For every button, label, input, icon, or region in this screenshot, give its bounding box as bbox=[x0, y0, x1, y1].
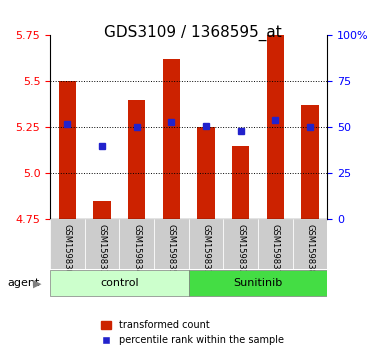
Bar bbox=[85, 219, 119, 269]
Text: GSM159834: GSM159834 bbox=[132, 224, 141, 275]
Text: GSM159835: GSM159835 bbox=[167, 224, 176, 275]
Bar bbox=[266, 35, 284, 219]
Bar bbox=[50, 219, 85, 269]
Bar bbox=[197, 127, 215, 219]
Text: GDS3109 / 1368595_at: GDS3109 / 1368595_at bbox=[104, 25, 281, 41]
Bar bbox=[258, 219, 293, 269]
Bar bbox=[119, 219, 154, 269]
Text: agent: agent bbox=[8, 278, 40, 288]
Bar bbox=[154, 219, 189, 269]
Bar bbox=[59, 81, 76, 219]
Bar bbox=[93, 201, 111, 219]
Text: GSM159837: GSM159837 bbox=[271, 224, 280, 275]
FancyBboxPatch shape bbox=[189, 270, 327, 296]
Text: GSM159838: GSM159838 bbox=[305, 224, 315, 275]
Bar bbox=[232, 146, 249, 219]
Text: GSM159831: GSM159831 bbox=[201, 224, 211, 275]
Bar bbox=[223, 219, 258, 269]
Text: Sunitinib: Sunitinib bbox=[233, 278, 283, 288]
FancyBboxPatch shape bbox=[50, 270, 189, 296]
Legend: transformed count, percentile rank within the sample: transformed count, percentile rank withi… bbox=[101, 320, 284, 345]
Bar bbox=[293, 219, 327, 269]
Text: GSM159832: GSM159832 bbox=[236, 224, 245, 275]
Text: GSM159830: GSM159830 bbox=[63, 224, 72, 275]
Text: control: control bbox=[100, 278, 139, 288]
Bar bbox=[301, 105, 318, 219]
Text: ▶: ▶ bbox=[33, 278, 41, 288]
Bar bbox=[189, 219, 223, 269]
Bar bbox=[162, 59, 180, 219]
Bar bbox=[128, 100, 145, 219]
Text: GSM159833: GSM159833 bbox=[97, 224, 107, 275]
